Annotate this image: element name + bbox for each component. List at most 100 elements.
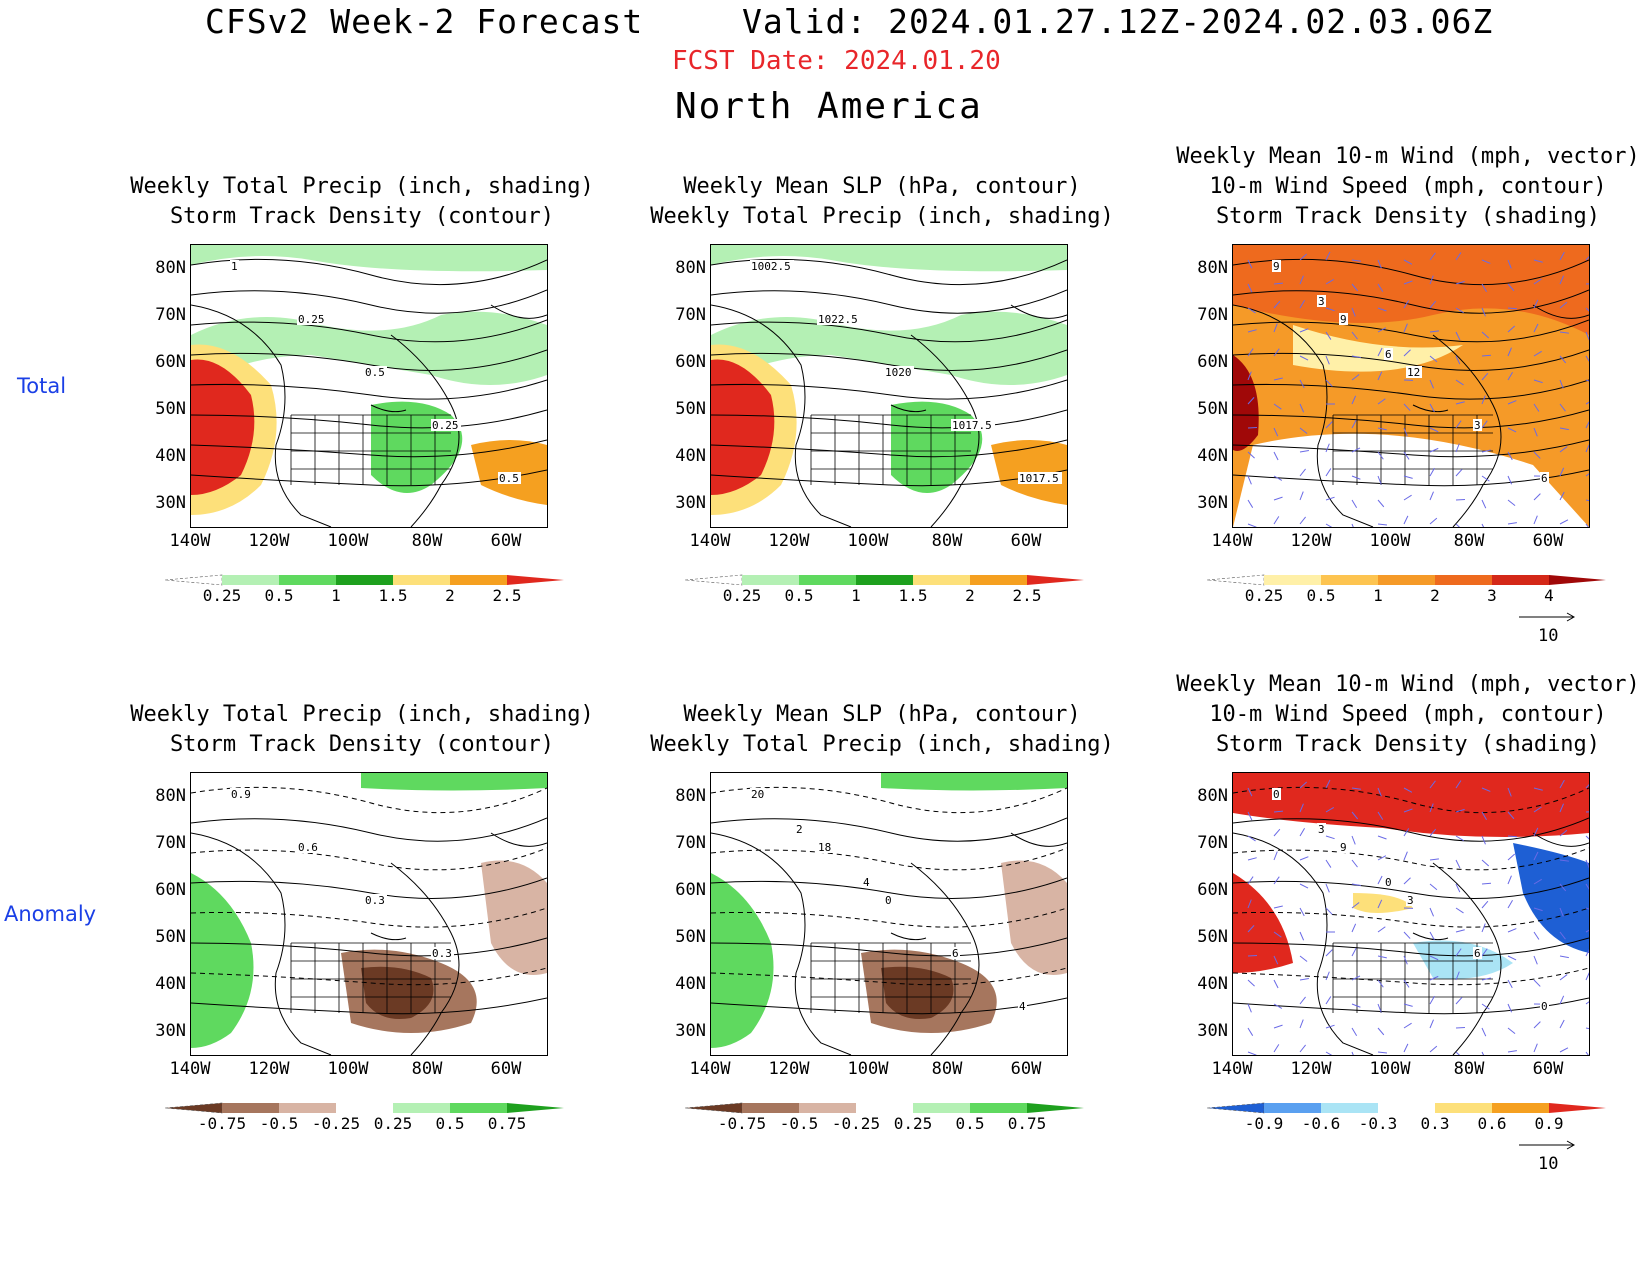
contour-label: 0.25 <box>432 419 459 432</box>
lon-tick-label: 60W <box>1010 1059 1042 1079</box>
anom-slp-colorbar <box>685 1102 1084 1114</box>
total-slp-map: 1002.5 1022.5 1020 1017.5 1017.5 <box>710 244 1068 528</box>
colorbar-label: 0.5 <box>264 586 294 605</box>
total-wind-title: Weekly Mean 10-m Wind (mph, vector) 10-m… <box>1176 144 1640 229</box>
lat-tick-label: 50N <box>675 927 706 947</box>
total-precip-map: 1 0.25 0.5 0.25 0.5 <box>190 244 548 528</box>
total-slp-colorbar <box>685 574 1084 586</box>
reference-arrow-icon <box>1519 1140 1576 1150</box>
anom-wind-title: Weekly Mean 10-m Wind (mph, vector) 10-m… <box>1176 672 1640 757</box>
lat-tick-label: 80N <box>1197 258 1228 278</box>
lat-tick-label: 40N <box>155 974 186 994</box>
lat-tick-label: 50N <box>1197 927 1228 947</box>
colorbar-label: -0.5 <box>259 1114 299 1133</box>
lat-tick-label: 80N <box>1197 786 1228 806</box>
colorbar-label: -0.3 <box>1358 1114 1398 1133</box>
lon-tick-label: 120W <box>1290 531 1332 551</box>
total-precip-map-svg: 1 0.25 0.5 0.25 0.5 <box>191 245 547 527</box>
lon-tick-label: 100W <box>847 531 889 551</box>
lat-tick-label: 30N <box>1197 493 1228 513</box>
colorbar-label: 0.25 <box>893 1114 933 1133</box>
contour-label: 1 <box>231 260 238 273</box>
colorbar-label: 3 <box>1487 586 1497 605</box>
lat-tick-label: 60N <box>1197 880 1228 900</box>
colorbar-label: 0.25 <box>373 1114 413 1133</box>
colorbar-label: 4 <box>1544 586 1554 605</box>
anom-precip-colorbar <box>165 1102 564 1114</box>
lat-tick-label: 40N <box>1197 446 1228 466</box>
lat-tick-label: 60N <box>1197 352 1228 372</box>
row-label-anomaly: Anomaly <box>4 902 97 926</box>
lat-tick-label: 70N <box>1197 833 1228 853</box>
lat-tick-label: 60N <box>155 880 186 900</box>
lon-tick-label: 60W <box>490 531 522 551</box>
colorbar-label: -0.75 <box>197 1114 247 1133</box>
contour-label: 1002.5 <box>751 260 791 273</box>
lon-tick-label: 100W <box>327 1059 369 1079</box>
lat-tick-label: 70N <box>675 305 706 325</box>
total-precip-title: Weekly Total Precip (inch, shading) Stor… <box>130 174 594 229</box>
lon-tick-label: 120W <box>1290 1059 1332 1079</box>
contour-label: 18 <box>818 841 831 854</box>
lat-tick-label: 60N <box>155 352 186 372</box>
contour-label: 3 <box>1318 295 1325 308</box>
lat-tick-label: 40N <box>155 446 186 466</box>
total-wind-colorbar <box>1207 574 1606 586</box>
colorbar-label: 0.75 <box>487 1114 527 1133</box>
lat-tick-label: 70N <box>675 833 706 853</box>
anom-wind-map-svg: 0 9 3 6 0 3 0 <box>1233 773 1589 1055</box>
lat-tick-label: 70N <box>155 833 186 853</box>
lon-tick-label: 140W <box>689 531 731 551</box>
lon-tick-label: 140W <box>689 1059 731 1079</box>
contour-label: 9 <box>1340 313 1347 326</box>
lat-tick-label: 60N <box>675 880 706 900</box>
lon-tick-label: 80W <box>411 1059 443 1079</box>
lon-tick-label: 120W <box>248 1059 290 1079</box>
lon-tick-label: 120W <box>768 531 810 551</box>
contour-label: 0.3 <box>432 947 452 960</box>
colorbar-label: 1 <box>331 586 341 605</box>
colorbar-label: 0.5 <box>784 586 814 605</box>
lat-tick-label: 30N <box>1197 1021 1228 1041</box>
lon-tick-label: 80W <box>1453 531 1485 551</box>
colorbar-label: 1 <box>851 586 861 605</box>
lat-tick-label: 40N <box>675 446 706 466</box>
anom-wind-colorbar <box>1207 1102 1606 1114</box>
lat-tick-label: 60N <box>675 352 706 372</box>
vector-reference-label: 10 <box>1538 1154 1559 1174</box>
contour-label: 0.5 <box>365 366 385 379</box>
lat-tick-label: 40N <box>1197 974 1228 994</box>
lon-tick-label: 140W <box>1211 531 1253 551</box>
colorbar-label: -0.9 <box>1244 1114 1284 1133</box>
contour-label: 3 <box>1474 419 1481 432</box>
colorbar-label: -0.75 <box>717 1114 767 1133</box>
lon-tick-label: 140W <box>169 531 211 551</box>
contour-label: 4 <box>863 876 870 889</box>
lon-tick-label: 60W <box>1532 531 1564 551</box>
colorbar-label: -0.5 <box>779 1114 819 1133</box>
colorbar-label: 2.5 <box>1012 586 1042 605</box>
total-precip-colorbar <box>165 574 564 586</box>
lon-tick-label: 140W <box>169 1059 211 1079</box>
total-slp-map-svg: 1002.5 1022.5 1020 1017.5 1017.5 <box>711 245 1067 527</box>
contour-label: 3 <box>1318 823 1325 836</box>
colorbar-label: 0.9 <box>1534 1114 1564 1133</box>
colorbar-label: -0.25 <box>311 1114 361 1133</box>
lon-tick-label: 140W <box>1211 1059 1253 1079</box>
contour-label: 0.9 <box>231 788 251 801</box>
lat-tick-label: 80N <box>155 786 186 806</box>
contour-label: 20 <box>751 788 764 801</box>
colorbar-label: 0.3 <box>1420 1114 1450 1133</box>
colorbar-label: 0.25 <box>722 586 762 605</box>
lat-tick-label: 50N <box>1197 399 1228 419</box>
contour-label: 3 <box>1407 894 1414 907</box>
contour-label: 12 <box>1407 366 1420 379</box>
contour-label: 2 <box>796 823 803 836</box>
contour-label: 0.5 <box>499 472 519 485</box>
colorbar-label: 0.75 <box>1007 1114 1047 1133</box>
row-label-total: Total <box>17 374 67 398</box>
colorbar-label: 0.25 <box>1244 586 1284 605</box>
colorbar-label: 2 <box>445 586 455 605</box>
lat-tick-label: 30N <box>155 493 186 513</box>
anom-precip-map: 0.9 0.6 0.3 0.3 <box>190 772 548 1056</box>
